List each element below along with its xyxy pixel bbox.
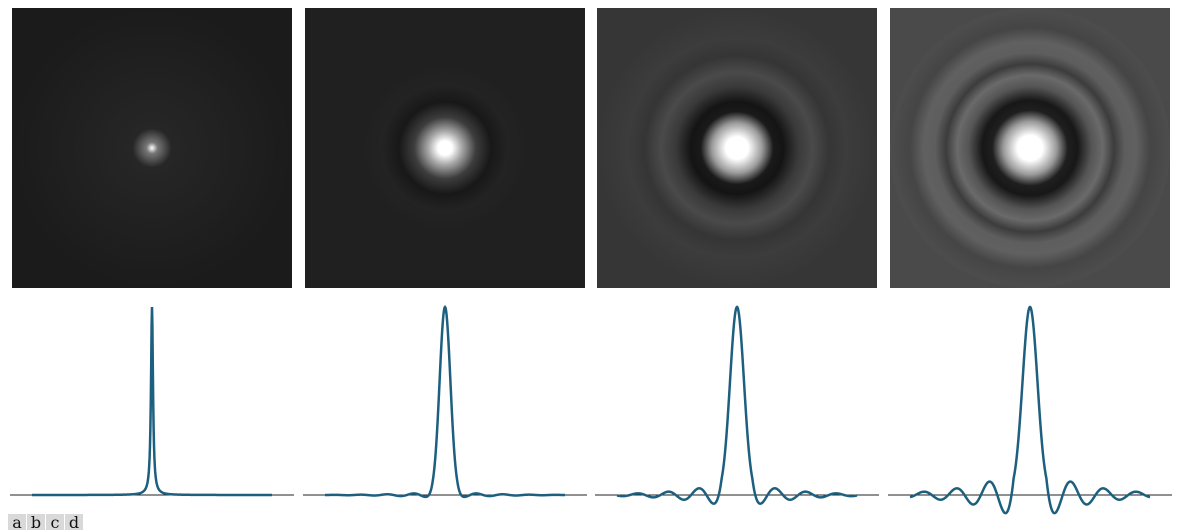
psf-image-c (597, 8, 877, 288)
psf-image-c-spot (597, 8, 877, 288)
profile-b-curve (324, 304, 566, 499)
psf-image-b-svg (305, 8, 585, 288)
profile-plot-b (303, 300, 587, 528)
profile-plot-a (10, 300, 294, 528)
profile-plot-d (888, 300, 1172, 528)
profile-plot-b-svg (303, 304, 587, 499)
profile-plot-a-svg (10, 306, 294, 497)
psf-image-b-spot (305, 8, 585, 288)
profile-a-curve (32, 306, 272, 497)
psf-image-d (890, 8, 1170, 288)
panel-label-d: d (65, 514, 83, 532)
panel-labels: a b c d (8, 514, 83, 532)
psf-image-a (12, 8, 292, 288)
profile-plot-c (595, 300, 879, 528)
psf-image-d-svg (890, 8, 1170, 288)
profile-d-curve (909, 305, 1151, 515)
panel-label-c: c (46, 514, 64, 532)
psf-image-d-spot (890, 8, 1170, 288)
psf-image-a-spot (12, 8, 292, 288)
profile-plot-d-svg (888, 305, 1172, 515)
profile-plot-c-svg (595, 305, 879, 505)
psf-image-a-svg (12, 8, 292, 288)
psf-image-b (305, 8, 585, 288)
profile-c-curve (616, 305, 858, 505)
panel-label-b: b (27, 514, 45, 532)
panel-label-a: a (8, 514, 26, 532)
psf-image-c-svg (597, 8, 877, 288)
